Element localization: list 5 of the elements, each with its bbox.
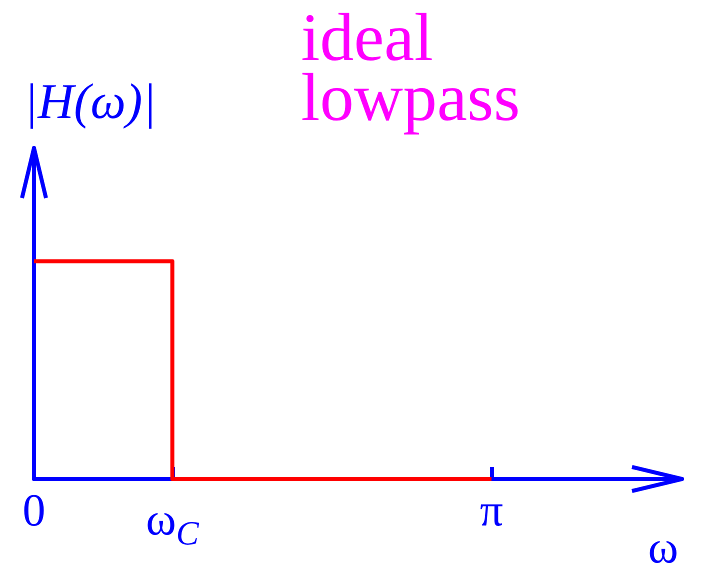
x-tick-label: 0 (22, 484, 46, 536)
x-axis-title: ω (648, 522, 678, 572)
x-tick-label: π (480, 484, 504, 536)
chart-title: ideal lowpass (301, 0, 520, 135)
y-axis-title: |H(ω)| (24, 73, 156, 129)
